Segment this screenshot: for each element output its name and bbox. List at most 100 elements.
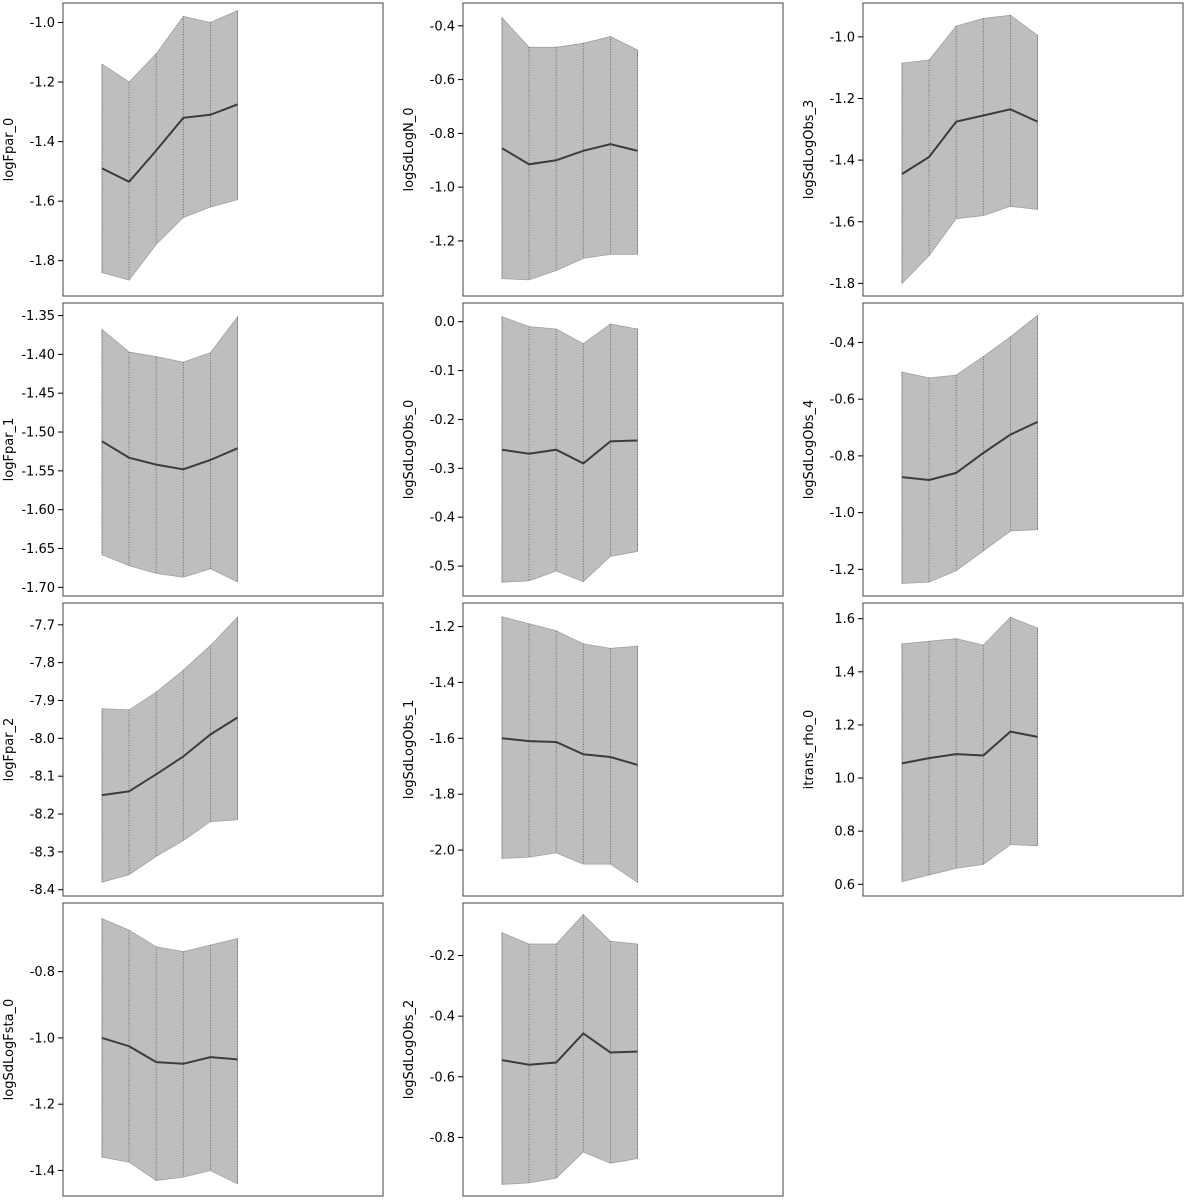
y-axis-label: logFpar_2: [2, 718, 17, 782]
y-tick-label: -0.8: [30, 965, 55, 980]
uncertainty-band: [101, 9, 238, 281]
y-axis-label: logSdLogObs_0: [402, 400, 417, 500]
y-tick-label: -0.4: [430, 1010, 455, 1025]
y-tick-label: -1.35: [21, 309, 55, 324]
plot-frame: [62, 902, 384, 1197]
y-tick-label: -7.7: [30, 618, 55, 633]
mean-line: [501, 737, 638, 766]
uncertainty-band: [101, 616, 238, 883]
y-tick-label: -1.2: [830, 563, 855, 578]
y-tick-label: -1.8: [430, 788, 455, 803]
y-tick-label: -1.60: [21, 503, 55, 518]
y-tick-label: -7.8: [30, 656, 55, 671]
y-tick-label: -1.4: [430, 676, 455, 691]
mean-line: [501, 143, 638, 166]
y-tick-label: -0.8: [430, 127, 455, 142]
y-tick-label: -1.6: [830, 215, 855, 230]
y-tick-label: -1.8: [30, 254, 55, 269]
mean-line: [901, 730, 1038, 765]
y-tick-label: -0.4: [430, 511, 455, 526]
y-tick-label: -1.0: [430, 181, 455, 196]
y-tick-label: -1.4: [30, 1164, 55, 1179]
panel-logSdLogFsta_0: -1.4 -1.2 -1.0 -0.8 logSdLogFsta_0: [2, 902, 384, 1197]
y-tick-label: 0.0: [434, 315, 455, 330]
uncertainty-band: [901, 314, 1038, 584]
uncertainty-band: [901, 616, 1038, 883]
plot-frame: [62, 602, 384, 897]
y-axis-label: logSdLogObs_4: [802, 400, 817, 500]
mean-line: [501, 439, 638, 465]
y-tick-label: -0.8: [430, 1131, 455, 1146]
y-tick-label: -0.6: [830, 393, 855, 408]
y-tick-label: -0.4: [830, 336, 855, 351]
y-tick-label: -1.4: [830, 154, 855, 169]
y-tick-label: -0.4: [430, 19, 455, 34]
y-tick-label: -1.0: [830, 30, 855, 45]
y-tick-label: -1.0: [830, 506, 855, 521]
uncertainty-band: [501, 914, 638, 1185]
y-tick-label: 1.4: [834, 665, 855, 680]
y-tick-label: -1.6: [30, 195, 55, 210]
panel-logSdLogObs_0: -0.5 -0.4 -0.3 -0.2 -0.1 0.0 logSdLogObs_0: [402, 302, 784, 597]
y-axis-label: logSdLogN_0: [402, 107, 417, 191]
uncertainty-band: [901, 14, 1038, 285]
y-tick-label: -1.0: [30, 16, 55, 31]
y-tick-label: -8.1: [30, 770, 55, 785]
uncertainty-band: [101, 917, 238, 1185]
y-tick-label: -1.55: [21, 464, 55, 479]
y-axis-label: logSdLogObs_2: [402, 1000, 417, 1100]
mean-line: [101, 103, 238, 184]
y-tick-label: -1.2: [830, 92, 855, 107]
y-tick-label: 0.6: [834, 878, 855, 893]
mean-line: [501, 1032, 638, 1066]
mean-line: [901, 420, 1038, 482]
y-axis-label: logFpar_1: [2, 418, 17, 482]
uncertainty-band: [501, 16, 638, 281]
y-tick-label: 0.8: [834, 825, 855, 840]
panel-logFpar_0: -1.8 -1.6 -1.4 -1.2 -1.0 logFpar_0: [2, 2, 384, 297]
y-tick-label: -1.2: [30, 1098, 55, 1113]
y-tick-label: -0.2: [430, 413, 455, 428]
plot-frame: [862, 602, 1184, 897]
plot-frame: [462, 2, 784, 297]
y-tick-label: -1.2: [30, 76, 55, 91]
mean-line: [101, 1036, 238, 1065]
y-tick-label: -1.45: [21, 387, 55, 402]
plot-frame: [462, 602, 784, 897]
y-tick-label: -0.6: [430, 1070, 455, 1085]
y-tick-label: -1.40: [21, 348, 55, 363]
y-tick-label: -8.4: [30, 883, 55, 898]
mean-line: [101, 716, 239, 797]
mean-line: [901, 108, 1038, 175]
y-axis-label: logFpar_0: [2, 118, 17, 182]
panel-logFpar_1: -1.70 -1.65 -1.60 -1.55 -1.50 -1.45 -1.40 -1.35…: [2, 302, 384, 597]
y-tick-label: -0.3: [430, 462, 455, 477]
plot-frame: [62, 302, 384, 597]
y-axis-label: itrans_rho_0: [802, 710, 817, 790]
y-tick-label: -0.6: [430, 73, 455, 88]
y-tick-label: -1.2: [430, 620, 455, 635]
y-tick-label: 1.2: [834, 718, 855, 733]
y-tick-label: -8.2: [30, 808, 55, 823]
plot-frame: [862, 2, 1184, 297]
mean-line: [101, 440, 238, 471]
y-axis-label: logSdLogObs_1: [402, 700, 417, 800]
y-tick-label: -1.50: [21, 426, 55, 441]
y-tick-label: 1.0: [834, 772, 855, 787]
y-tick-label: -2.0: [430, 844, 455, 859]
y-tick-label: -8.0: [30, 732, 55, 747]
y-tick-label: -0.2: [430, 949, 455, 964]
y-tick-label: -0.5: [430, 560, 455, 575]
plot-frame: [62, 2, 384, 297]
panel-logSdLogObs_4: -1.2 -1.0 -0.8 -0.6 -0.4 logSdLogObs_4: [802, 302, 1184, 597]
panel-logSdLogObs_1: -2.0 -1.8 -1.6 -1.4 -1.2 logSdLogObs_1: [402, 602, 784, 897]
plot-frame: [862, 302, 1184, 597]
y-tick-label: 1.6: [834, 612, 855, 627]
y-axis-label: logSdLogFsta_0: [2, 999, 17, 1101]
y-tick-label: -7.9: [30, 694, 55, 709]
y-tick-label: -8.3: [30, 845, 55, 860]
panel-logFpar_2: -8.4 -8.3 -8.2 -8.1 -8.0 -7.9 -7.8 -7.7 logFpar_…: [2, 602, 384, 898]
y-tick-label: -1.6: [430, 732, 455, 747]
y-tick-label: -1.65: [21, 542, 55, 557]
panel-logSdLogObs_2: -0.8 -0.6 -0.4 -0.2 logSdLogObs_2: [402, 902, 784, 1197]
